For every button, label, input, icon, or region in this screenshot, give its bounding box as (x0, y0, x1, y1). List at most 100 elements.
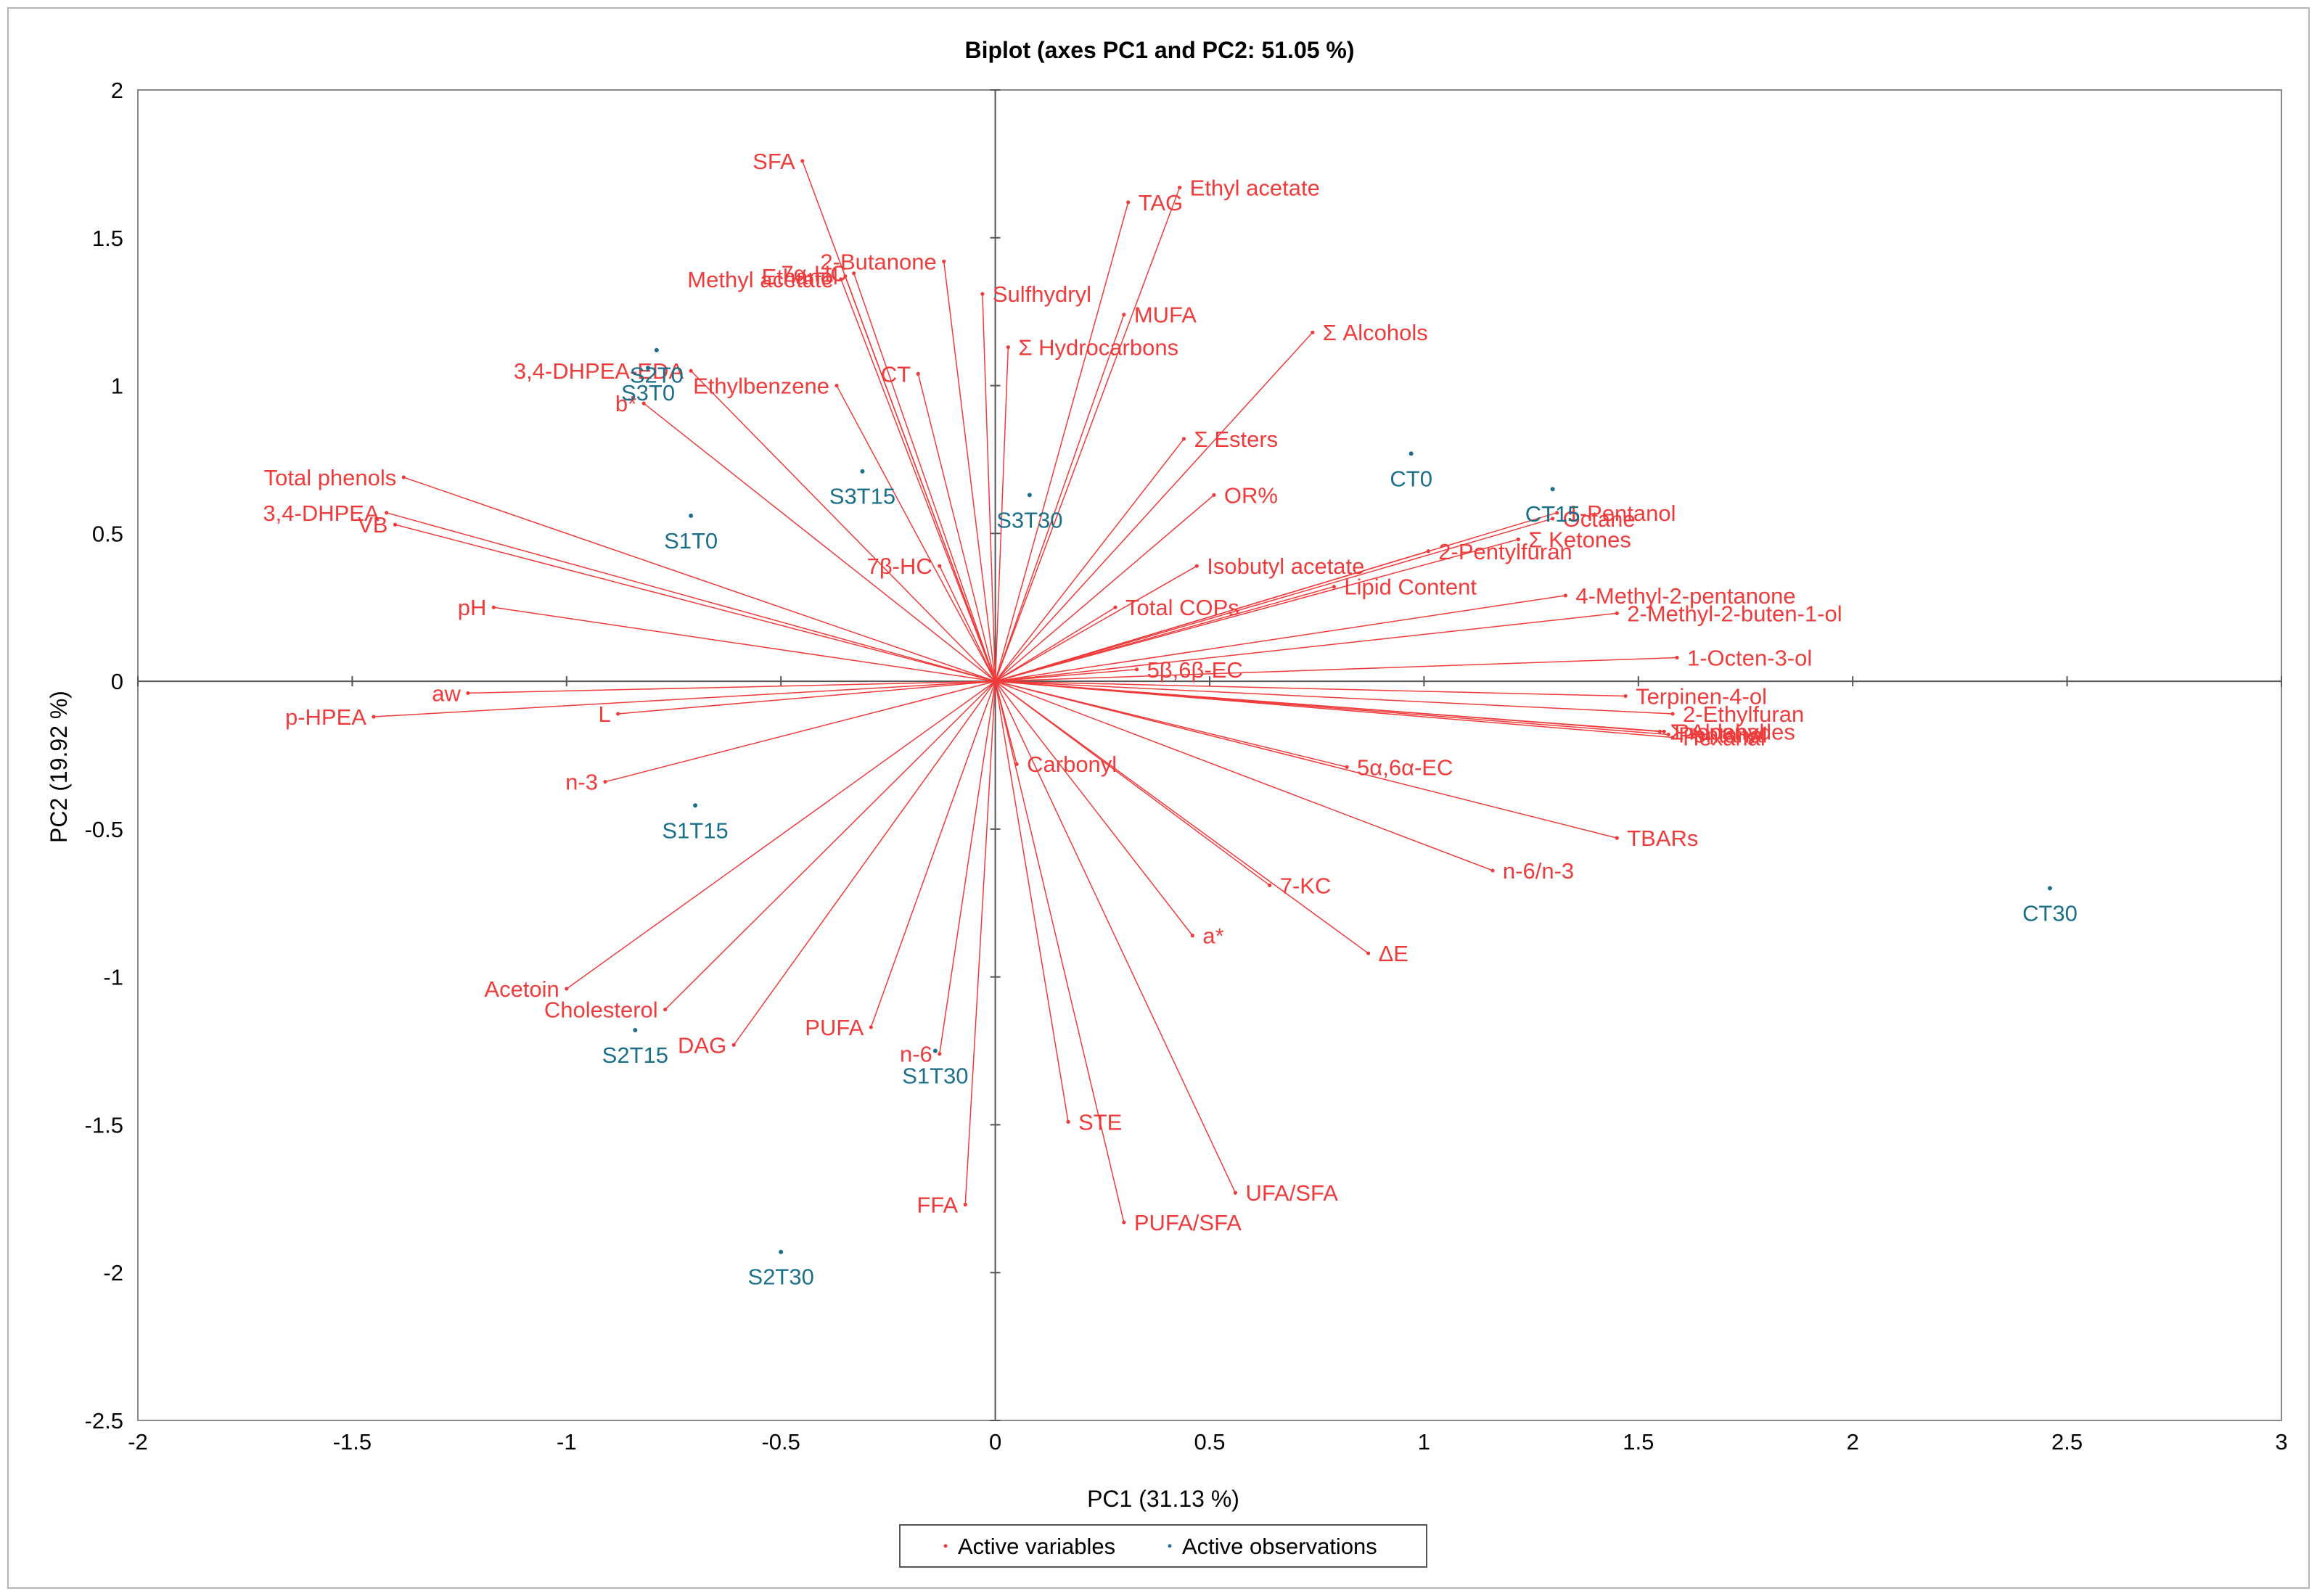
observation-point-s2t30 (779, 1249, 784, 1254)
x-tick-label: 2 (1847, 1429, 1859, 1455)
variable-point-ct (916, 371, 920, 376)
observation-point-s1t30 (932, 1048, 938, 1053)
variable-point-sfa (800, 159, 805, 163)
observation-label-ct0: CT0 (1390, 466, 1432, 491)
variable-point-esters (1181, 437, 1186, 441)
vector-5-6-ec (995, 669, 1137, 682)
variable-label-ketones: Σ Ketones (1528, 527, 1631, 552)
variable-label-ffa: FFA (916, 1192, 958, 1217)
variable-point-ph (491, 605, 496, 609)
vector-2-ethylfuran (995, 680, 1673, 715)
x-tick-label: -1 (557, 1429, 577, 1455)
variable-label-sfa: SFA (752, 149, 795, 174)
x-tick-label: -0.5 (761, 1429, 800, 1455)
variable-label-lipid-content: Lipid Content (1344, 575, 1477, 600)
variable-label-carbonyl: Carbonyl (1027, 752, 1117, 777)
variable-label-cholesterol: Cholesterol (544, 997, 658, 1022)
variable-label-dag: DAG (678, 1032, 726, 1058)
variable-label-pentanal: Pentanal (1678, 722, 1767, 747)
x-tick-label: 2.5 (2051, 1429, 2083, 1455)
vector-mufa (994, 314, 1125, 682)
y-tick-label: -2 (103, 1260, 123, 1286)
observation-label-s3t0: S3T0 (621, 380, 675, 406)
vector-vb (395, 524, 996, 682)
variable-label-1-pentanol: 1-Pentanol (1567, 501, 1676, 526)
observation-label-ct30: CT30 (2022, 900, 2078, 926)
variable-point-acetoin (565, 987, 569, 991)
variable-point-pufa (869, 1025, 873, 1029)
vector-esters (995, 438, 1185, 682)
variable-point-ethylbenzene (834, 383, 839, 388)
variable-label-ph: pH (458, 595, 487, 620)
observation-label-ct15: CT15 (1525, 501, 1580, 527)
variable-point-terpinen-4-ol (1623, 694, 1628, 699)
legend-variables-marker (943, 1544, 948, 1548)
variable-point-a (1190, 934, 1194, 938)
vector-or (995, 494, 1215, 682)
variable-label-acetoin: Acetoin (484, 976, 559, 1002)
vector-ethylbenzene (836, 385, 996, 682)
variable-label-7-kc: 7-KC (1280, 873, 1332, 898)
variable-label-n-3: n-3 (565, 770, 598, 795)
variable-label-7-hc: 7β-HC (867, 554, 932, 579)
legend-observations-marker (1168, 1544, 1172, 1548)
observation-label-s3t15: S3T15 (829, 484, 895, 509)
variable-label-p-hpea: p-HPEA (285, 704, 366, 730)
variable-label-aldehydes: Σ Aldehydes (1670, 719, 1795, 744)
vector-3-4-dhpea-eda (690, 370, 996, 682)
vector-ste (994, 680, 1069, 1122)
variable-label-ufa-sfa: UFA/SFA (1245, 1180, 1338, 1206)
vector-p-hpea (373, 680, 996, 717)
x-tick-label: 3 (2275, 1429, 2287, 1455)
variable-point-tbars (1615, 836, 1619, 840)
variable-label-n-6-n-3: n-6/n-3 (1503, 858, 1574, 884)
vector-n-3 (604, 680, 996, 783)
variable-point-7-hc (938, 564, 942, 568)
vector-e (995, 680, 1369, 954)
variable-label-aw: aw (432, 680, 461, 706)
variable-label-ethyl-acetate: Ethyl acetate (1190, 175, 1320, 200)
variable-point-7-hc (852, 271, 856, 276)
vector-3-4-dhpea (386, 512, 996, 682)
variable-point-2-methyl-2-buten-1-ol (1615, 611, 1619, 615)
observation-point-s3t0 (646, 366, 651, 371)
vector-b (643, 403, 996, 682)
observation-point-ct30 (2047, 886, 2052, 891)
variable-point-or (1212, 493, 1216, 497)
variable-label-mufa: MUFA (1134, 303, 1197, 328)
variable-label-tbars: TBARs (1627, 826, 1698, 851)
chart-frame: Biplot (axes PC1 and PC2: 51.05 %) -2 -1.… (7, 7, 2310, 1589)
legend-box (899, 1524, 1427, 1568)
variable-label-or: OR% (1224, 482, 1278, 508)
variable-label-ethylbenzene: Ethylbenzene (693, 374, 829, 399)
vector-acetoin (566, 680, 996, 990)
variable-point-ffa (963, 1202, 967, 1207)
variable-label-total-phenols: Total phenols (264, 465, 397, 490)
variable-point-3-4-dhpea-eda (689, 369, 693, 373)
variable-point-vb (393, 522, 398, 527)
y-tick-label: -2.5 (85, 1408, 123, 1433)
variable-label-b: b* (615, 391, 636, 416)
variable-point-alcohols (1311, 330, 1315, 334)
variable-label-1-octen-3-ol: 1-Octen-3-ol (1687, 646, 1812, 671)
variable-point-n-6 (938, 1052, 942, 1056)
legend-variables-label: Active variables (958, 1534, 1115, 1559)
y-tick-label: -1.5 (85, 1112, 123, 1138)
variable-label-hydrocarbons: Σ Hydrocarbons (1018, 335, 1178, 361)
y-tick-label: -0.5 (85, 817, 123, 842)
variable-point-aldehydes (1657, 729, 1662, 733)
y-tick-label: 2 (111, 78, 123, 103)
vector-tbars (995, 680, 1617, 839)
vector-7-hc (853, 273, 996, 682)
chart-title: Biplot (axes PC1 and PC2: 51.05 %) (964, 37, 1354, 63)
variable-point-p-hpea (372, 715, 376, 719)
x-tick-label: 1.5 (1623, 1429, 1654, 1455)
y-tick-label: 0.5 (92, 521, 123, 546)
variable-label-alcohols: Σ Alcohols (1323, 320, 1428, 345)
y-axis-title: PC2 (19.92 %) (46, 691, 72, 843)
variable-label-2-butanone: 2-Butanone (820, 249, 936, 274)
variable-point-ste (1066, 1119, 1070, 1124)
observation-point-s2t0 (654, 347, 659, 353)
variable-label-2-pentylfuran: 2-Pentylfuran (1438, 539, 1572, 564)
variable-point-sulfhydryl (980, 292, 985, 296)
